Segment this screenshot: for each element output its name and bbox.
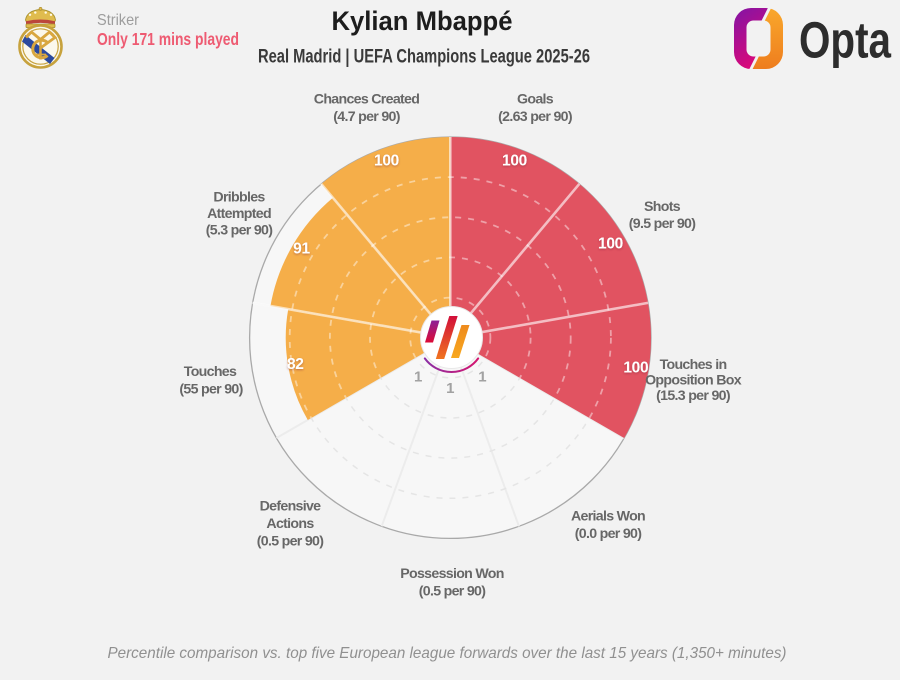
svg-text:Real Madrid | UEFA Champions L: Real Madrid | UEFA Champions League 2025…	[258, 46, 590, 68]
svg-text:(55 per 90): (55 per 90)	[179, 382, 243, 398]
svg-text:Striker: Striker	[97, 12, 140, 29]
svg-text:Shots: Shots	[644, 199, 681, 215]
svg-text:Chances Created: Chances Created	[314, 92, 419, 108]
svg-text:1: 1	[446, 380, 454, 397]
svg-text:100: 100	[502, 152, 527, 169]
svg-text:100: 100	[623, 359, 648, 376]
svg-text:Kylian Mbappé: Kylian Mbappé	[332, 6, 513, 36]
svg-text:(2.63 per 90): (2.63 per 90)	[498, 109, 573, 125]
svg-text:Touches in: Touches in	[660, 357, 727, 373]
svg-text:91: 91	[293, 240, 310, 257]
svg-text:Opposition Box: Opposition Box	[645, 373, 742, 389]
svg-text:Possession Won: Possession Won	[400, 566, 503, 582]
svg-text:(15.3 per 90): (15.3 per 90)	[656, 388, 731, 404]
svg-text:Defensive: Defensive	[260, 499, 322, 515]
svg-text:Aerials Won: Aerials Won	[571, 509, 645, 525]
svg-text:Only 171 mins played: Only 171 mins played	[97, 29, 239, 49]
svg-text:Touches: Touches	[184, 364, 237, 380]
svg-text:(0.5 per 90): (0.5 per 90)	[257, 534, 324, 550]
svg-text:1: 1	[414, 368, 422, 385]
svg-text:82: 82	[287, 356, 304, 373]
svg-text:(9.5 per 90): (9.5 per 90)	[629, 216, 696, 232]
svg-text:Attempted: Attempted	[207, 206, 271, 222]
svg-text:(5.3 per 90): (5.3 per 90)	[206, 223, 273, 239]
svg-text:100: 100	[374, 152, 399, 169]
svg-text:(0.5 per 90): (0.5 per 90)	[419, 584, 486, 600]
svg-text:(0.0 per 90): (0.0 per 90)	[575, 526, 642, 542]
svg-text:Goals: Goals	[517, 92, 554, 108]
svg-text:Opta: Opta	[799, 12, 892, 69]
svg-text:Percentile comparison vs. top: Percentile comparison vs. top five Europ…	[108, 645, 787, 662]
svg-text:100: 100	[598, 235, 623, 252]
svg-text:Actions: Actions	[266, 516, 314, 532]
svg-text:(4.7 per 90): (4.7 per 90)	[333, 109, 400, 125]
svg-text:Dribbles: Dribbles	[213, 190, 265, 206]
svg-text:1: 1	[478, 368, 486, 385]
